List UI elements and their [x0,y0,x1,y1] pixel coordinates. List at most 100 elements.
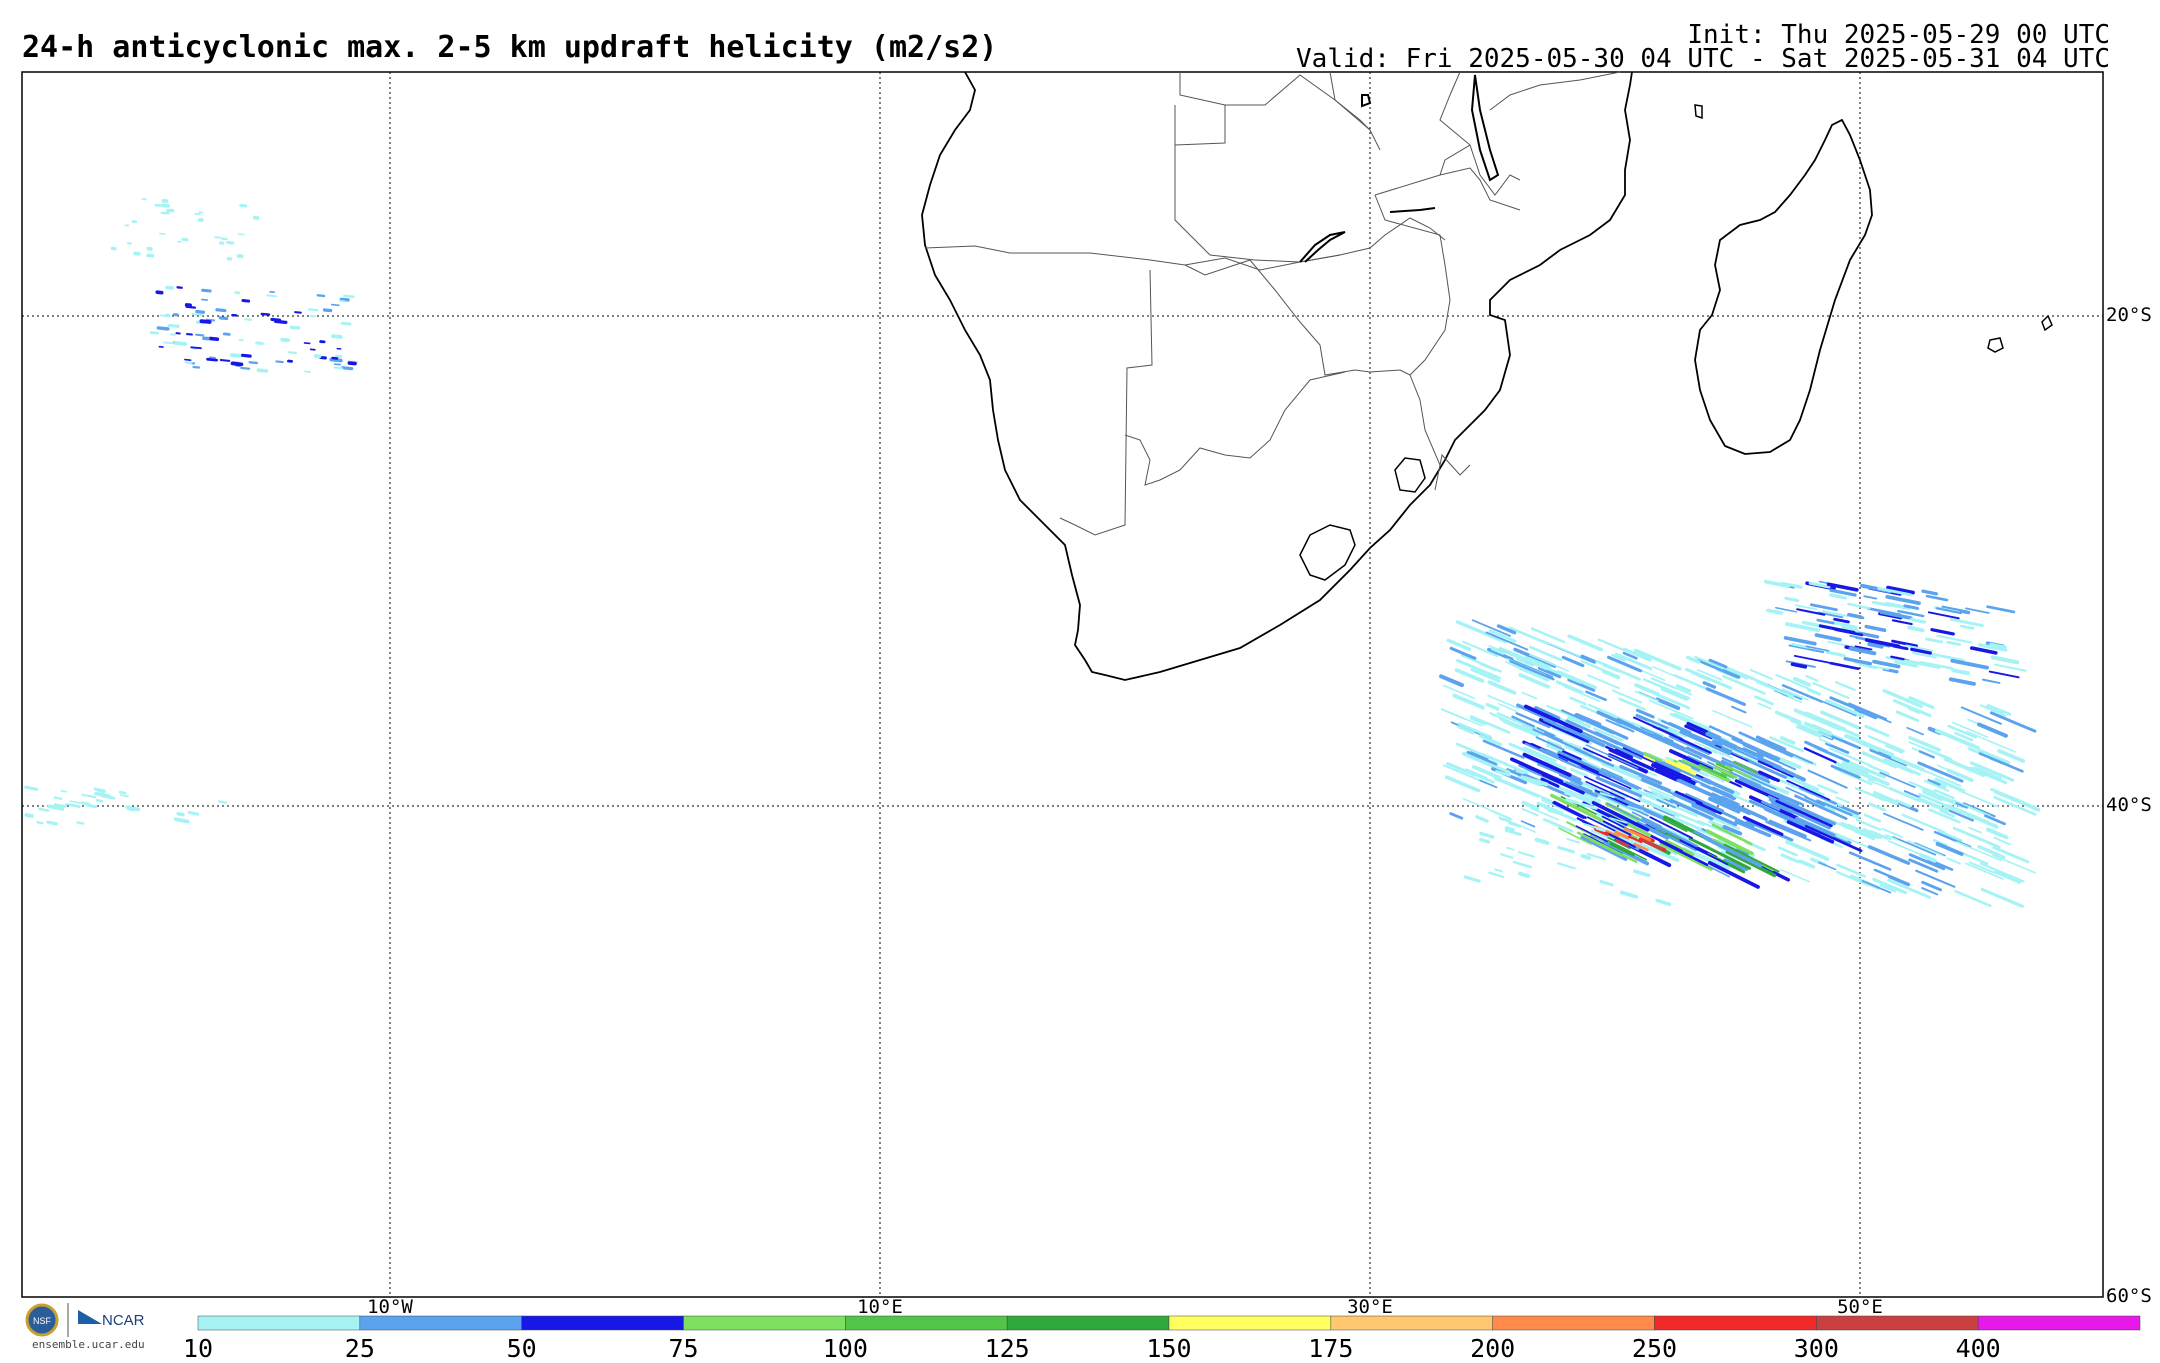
helicity-swaths [26,199,2039,906]
ncar-mark-icon [78,1310,102,1324]
lat-label-20s: 20°S [2106,304,2152,326]
helicity-streak [1793,664,1806,667]
helicity-streak [1487,705,1497,709]
ncar-logo-text: NCAR [102,1312,145,1329]
colorbar-tick-label: 175 [1308,1334,1353,1363]
colorbar-swatch [1169,1316,1331,1330]
colorbar-swatch [360,1316,522,1330]
helicity-streak [1768,610,1782,613]
helicity-streak [1827,652,1844,655]
helicity-streak [1454,696,1483,708]
colorbar-swatch [1007,1316,1169,1330]
helicity-streak [232,363,241,364]
country-borders [925,72,1620,535]
helicity-streak [1757,682,1793,697]
helicity-streak [1948,858,1960,863]
helicity-streak [242,355,250,356]
helicity-streak [1620,699,1645,709]
helicity-streak [161,316,170,317]
map-frame [22,72,2103,1297]
helicity-streak [1501,854,1513,857]
helicity-streak [185,360,191,361]
helicity-streak [332,305,339,306]
helicity-streak [1639,799,1650,802]
helicity-streak [1544,820,1572,832]
helicity-streak [1952,661,1987,668]
helicity-streak [1916,871,1954,887]
helicity-streak [70,801,81,803]
helicity-streak [1489,682,1514,693]
helicity-streak [221,360,229,361]
helicity-streak [197,312,204,313]
helicity-streak [1951,619,1982,625]
comoros-island [1695,105,1702,118]
helicity-streak [1816,635,1839,640]
helicity-streak [1835,619,1849,622]
helicity-streak [1566,793,1582,798]
map-title: 24-h anticyclonic max. 2-5 km updraft he… [22,30,997,65]
helicity-streak [161,213,166,214]
helicity-streak [1635,871,1649,875]
helicity-streak [1522,693,1536,699]
helicity-streak [217,310,225,311]
helicity-streak [160,234,165,235]
helicity-streak [1477,817,1487,821]
helicity-streak [55,797,62,798]
helicity-streak [1601,882,1612,885]
nsf-logo-text: NSF [33,1316,52,1326]
helicity-streak [26,815,31,816]
graticule [22,72,2103,1297]
helicity-streak [1850,853,1890,870]
helicity-streak [1558,863,1575,868]
reunion-island [1988,338,2003,352]
helicity-streak [228,243,233,244]
helicity-streak [241,205,246,206]
colorbar-tick-label: 100 [823,1334,868,1363]
helicity-streak [1819,739,1830,744]
helicity-streak [1563,657,1582,665]
helicity-streak [1569,636,1601,649]
helicity-streak [241,368,249,369]
helicity-streak [1866,726,1888,735]
colorbar-tick-label: 50 [507,1334,537,1363]
helicity-streak [295,312,301,313]
helicity-streak [39,809,48,811]
helicity-streak [1870,804,1885,810]
helicity-streak [176,343,186,344]
helicity-streak [1983,680,2000,683]
helicity-streak [201,321,209,322]
helicity-streak [1489,873,1503,877]
helicity-streak [82,803,89,804]
helicity-streak [1927,639,1942,642]
colorbar-swatch [1655,1316,1817,1330]
helicity-streak [1923,591,1936,594]
helicity-streak [232,355,240,356]
colorbar-tick-label: 300 [1794,1334,1839,1363]
helicity-streak [1795,656,1830,663]
helicity-streak [1787,842,1827,859]
helicity-streak [305,371,310,372]
helicity-streak [1582,856,1589,858]
helicity-streak [196,335,203,336]
helicity-streak [169,325,178,326]
helicity-streak [1932,630,1953,634]
colorbar-swatch [198,1316,360,1330]
helicity-streak [342,368,351,369]
helicity-streak [1537,840,1548,843]
helicity-streak [1864,596,1876,598]
helicity-streak [1831,595,1846,598]
helicity-streak [191,347,201,348]
helicity-streak [1810,583,1829,587]
helicity-streak [1819,785,1837,793]
helicity-streak [1887,597,1919,603]
colorbar-tick-label: 150 [1146,1334,1191,1363]
helicity-streak [1724,676,1765,693]
lake-small [1362,95,1370,106]
helicity-streak [120,792,125,793]
helicity-streak [262,314,269,315]
helicity-streak [70,805,80,807]
helicity-streak [1567,839,1579,843]
lat-label-40s: 40°S [2106,794,2152,816]
helicity-streak [96,793,110,796]
